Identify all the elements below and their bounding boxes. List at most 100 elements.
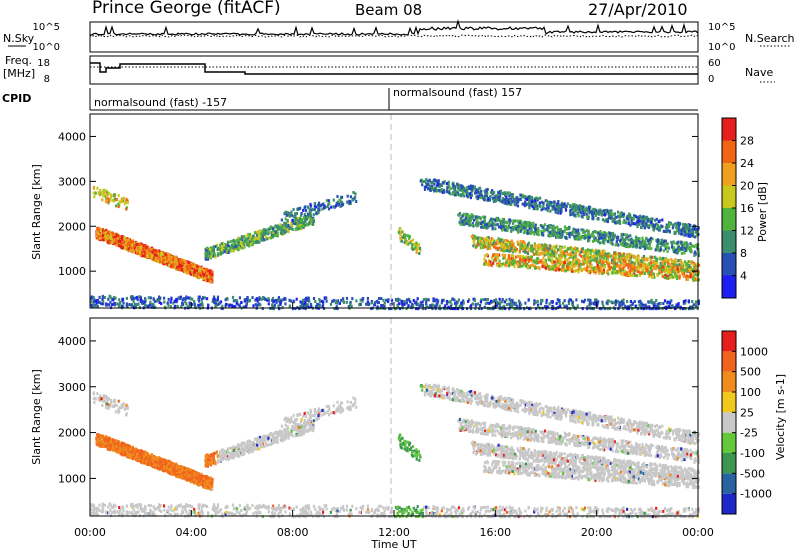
power-pixel: [607, 252, 610, 256]
power-pixel: [580, 228, 583, 232]
power-pixel: [521, 264, 524, 268]
power-pixel: [691, 273, 695, 277]
power-pixel: [659, 246, 662, 249]
power-pixel: [603, 270, 606, 274]
power-pixel: [106, 240, 109, 244]
power-pixel: [650, 261, 653, 265]
power-pixel: [681, 262, 684, 266]
power-pixel: [583, 258, 586, 262]
power-pixel: [488, 241, 492, 245]
power-pixel: [115, 204, 118, 208]
power-pixel: [495, 242, 498, 246]
power-pixel: [250, 239, 254, 242]
power-pixel: [611, 242, 614, 246]
power-pixel: [551, 249, 554, 253]
power-pixel: [286, 213, 289, 217]
power-pixel: [592, 266, 596, 270]
power-pixel: [677, 270, 680, 274]
power-pixel: [678, 276, 681, 280]
power-pixel: [502, 241, 505, 245]
power-pixel: [683, 260, 687, 264]
power-pixel: [470, 193, 473, 197]
power-pixel: [624, 272, 627, 276]
power-pixel: [687, 232, 690, 236]
power-pixel: [642, 215, 645, 219]
power-pixel: [209, 269, 212, 273]
power-pixel: [99, 229, 102, 233]
power-pixel: [451, 192, 454, 196]
power-pixel: [625, 233, 628, 237]
power-pixel: [687, 266, 690, 270]
power-pixel: [111, 241, 114, 245]
power-pixel: [266, 237, 269, 241]
power-pixel: [591, 215, 594, 219]
power-pixel: [598, 212, 601, 216]
power-pixel: [116, 241, 119, 245]
power-pixel: [627, 222, 630, 226]
power-pixel: [597, 210, 600, 214]
power-pixel: [463, 223, 466, 226]
power-pixel: [656, 240, 659, 244]
power-pixel: [647, 239, 650, 243]
power-pixel: [682, 268, 685, 272]
power-pixel: [656, 247, 659, 251]
power-pixel: [635, 245, 638, 249]
power-pixel: [522, 195, 525, 199]
power-pixel: [577, 228, 580, 232]
power-pixel: [190, 262, 193, 266]
freq-panel: Freq. [MHz] 18 8 60 0 Nave: [3, 54, 775, 85]
power-pixel: [237, 243, 240, 247]
power-pixel: [603, 213, 607, 217]
power-pixel: [258, 235, 261, 239]
power-pixel: [553, 207, 556, 211]
power-pixel: [685, 269, 688, 273]
power-pixel: [294, 215, 297, 219]
power-pixel: [625, 257, 628, 261]
power-pixel: [309, 221, 313, 225]
power-pixel: [664, 244, 667, 248]
power-pixel: [604, 260, 607, 264]
power-pixel: [552, 232, 555, 235]
power-pixel: [529, 264, 532, 268]
power-pixel: [466, 213, 470, 217]
power-pixel: [397, 231, 400, 235]
power-pixel: [676, 241, 679, 244]
power-pixel: [548, 250, 551, 254]
power-pixel: [614, 252, 617, 256]
power-pixel: [676, 277, 679, 281]
power-pixel: [401, 230, 404, 234]
power-pixel: [544, 199, 547, 203]
power-pixel: [452, 183, 455, 187]
power-pixel: [486, 226, 489, 230]
power-pixel: [290, 223, 293, 227]
power-pixel: [123, 202, 126, 206]
power-pixel: [497, 191, 500, 195]
power-pixel: [604, 254, 607, 257]
power-pixel: [105, 238, 108, 242]
power-pixel: [109, 241, 112, 245]
power-pixel: [552, 234, 555, 237]
power-pixel: [476, 239, 480, 243]
power-pixel: [685, 261, 688, 265]
power-pixel: [527, 221, 530, 224]
power-pixel: [200, 267, 203, 271]
power-pixel: [212, 250, 215, 254]
power-pixel: [255, 239, 258, 243]
power-pixel: [243, 242, 246, 246]
power-pixel: [339, 205, 342, 208]
power-pixel: [573, 230, 576, 233]
power-pixel: [683, 222, 686, 226]
power-pixel: [117, 244, 121, 248]
power-pixel: [633, 244, 636, 248]
power-pixel: [179, 263, 182, 267]
power-pixel: [470, 235, 473, 239]
power-pixel: [290, 221, 293, 225]
power-pixel: [340, 195, 344, 199]
power-pixel: [204, 276, 207, 280]
power-pixel: [566, 202, 569, 206]
power-pixel: [211, 246, 214, 250]
power-pixel: [542, 226, 545, 230]
power-pixel: [583, 212, 586, 216]
power-pixel: [97, 232, 100, 236]
power-pixel: [449, 187, 452, 190]
